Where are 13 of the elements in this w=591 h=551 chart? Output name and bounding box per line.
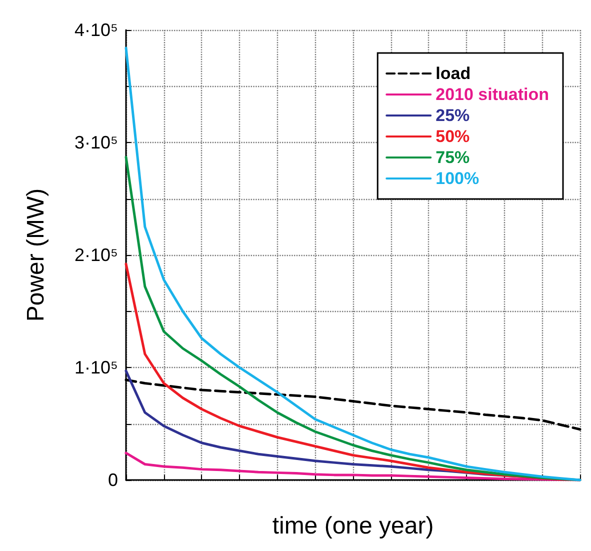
y-tick-label: 2·10⁵ <box>74 245 118 265</box>
y-tick-label: 0 <box>108 470 118 490</box>
legend-label: 50% <box>436 127 470 146</box>
y-axis-title: Power (MW) <box>22 188 50 322</box>
legend-label: 2010 situation <box>436 85 550 104</box>
legend-label: 100% <box>436 169 480 188</box>
y-tick-label: 1·10⁵ <box>74 358 118 378</box>
y-tick-label: 4·10⁵ <box>74 20 118 40</box>
legend-label: load <box>436 64 471 83</box>
legend-label: 25% <box>436 106 470 125</box>
x-axis-title: time (one year) <box>272 512 434 540</box>
legend-label: 75% <box>436 148 470 167</box>
y-tick-label: 3·10⁵ <box>74 132 118 152</box>
